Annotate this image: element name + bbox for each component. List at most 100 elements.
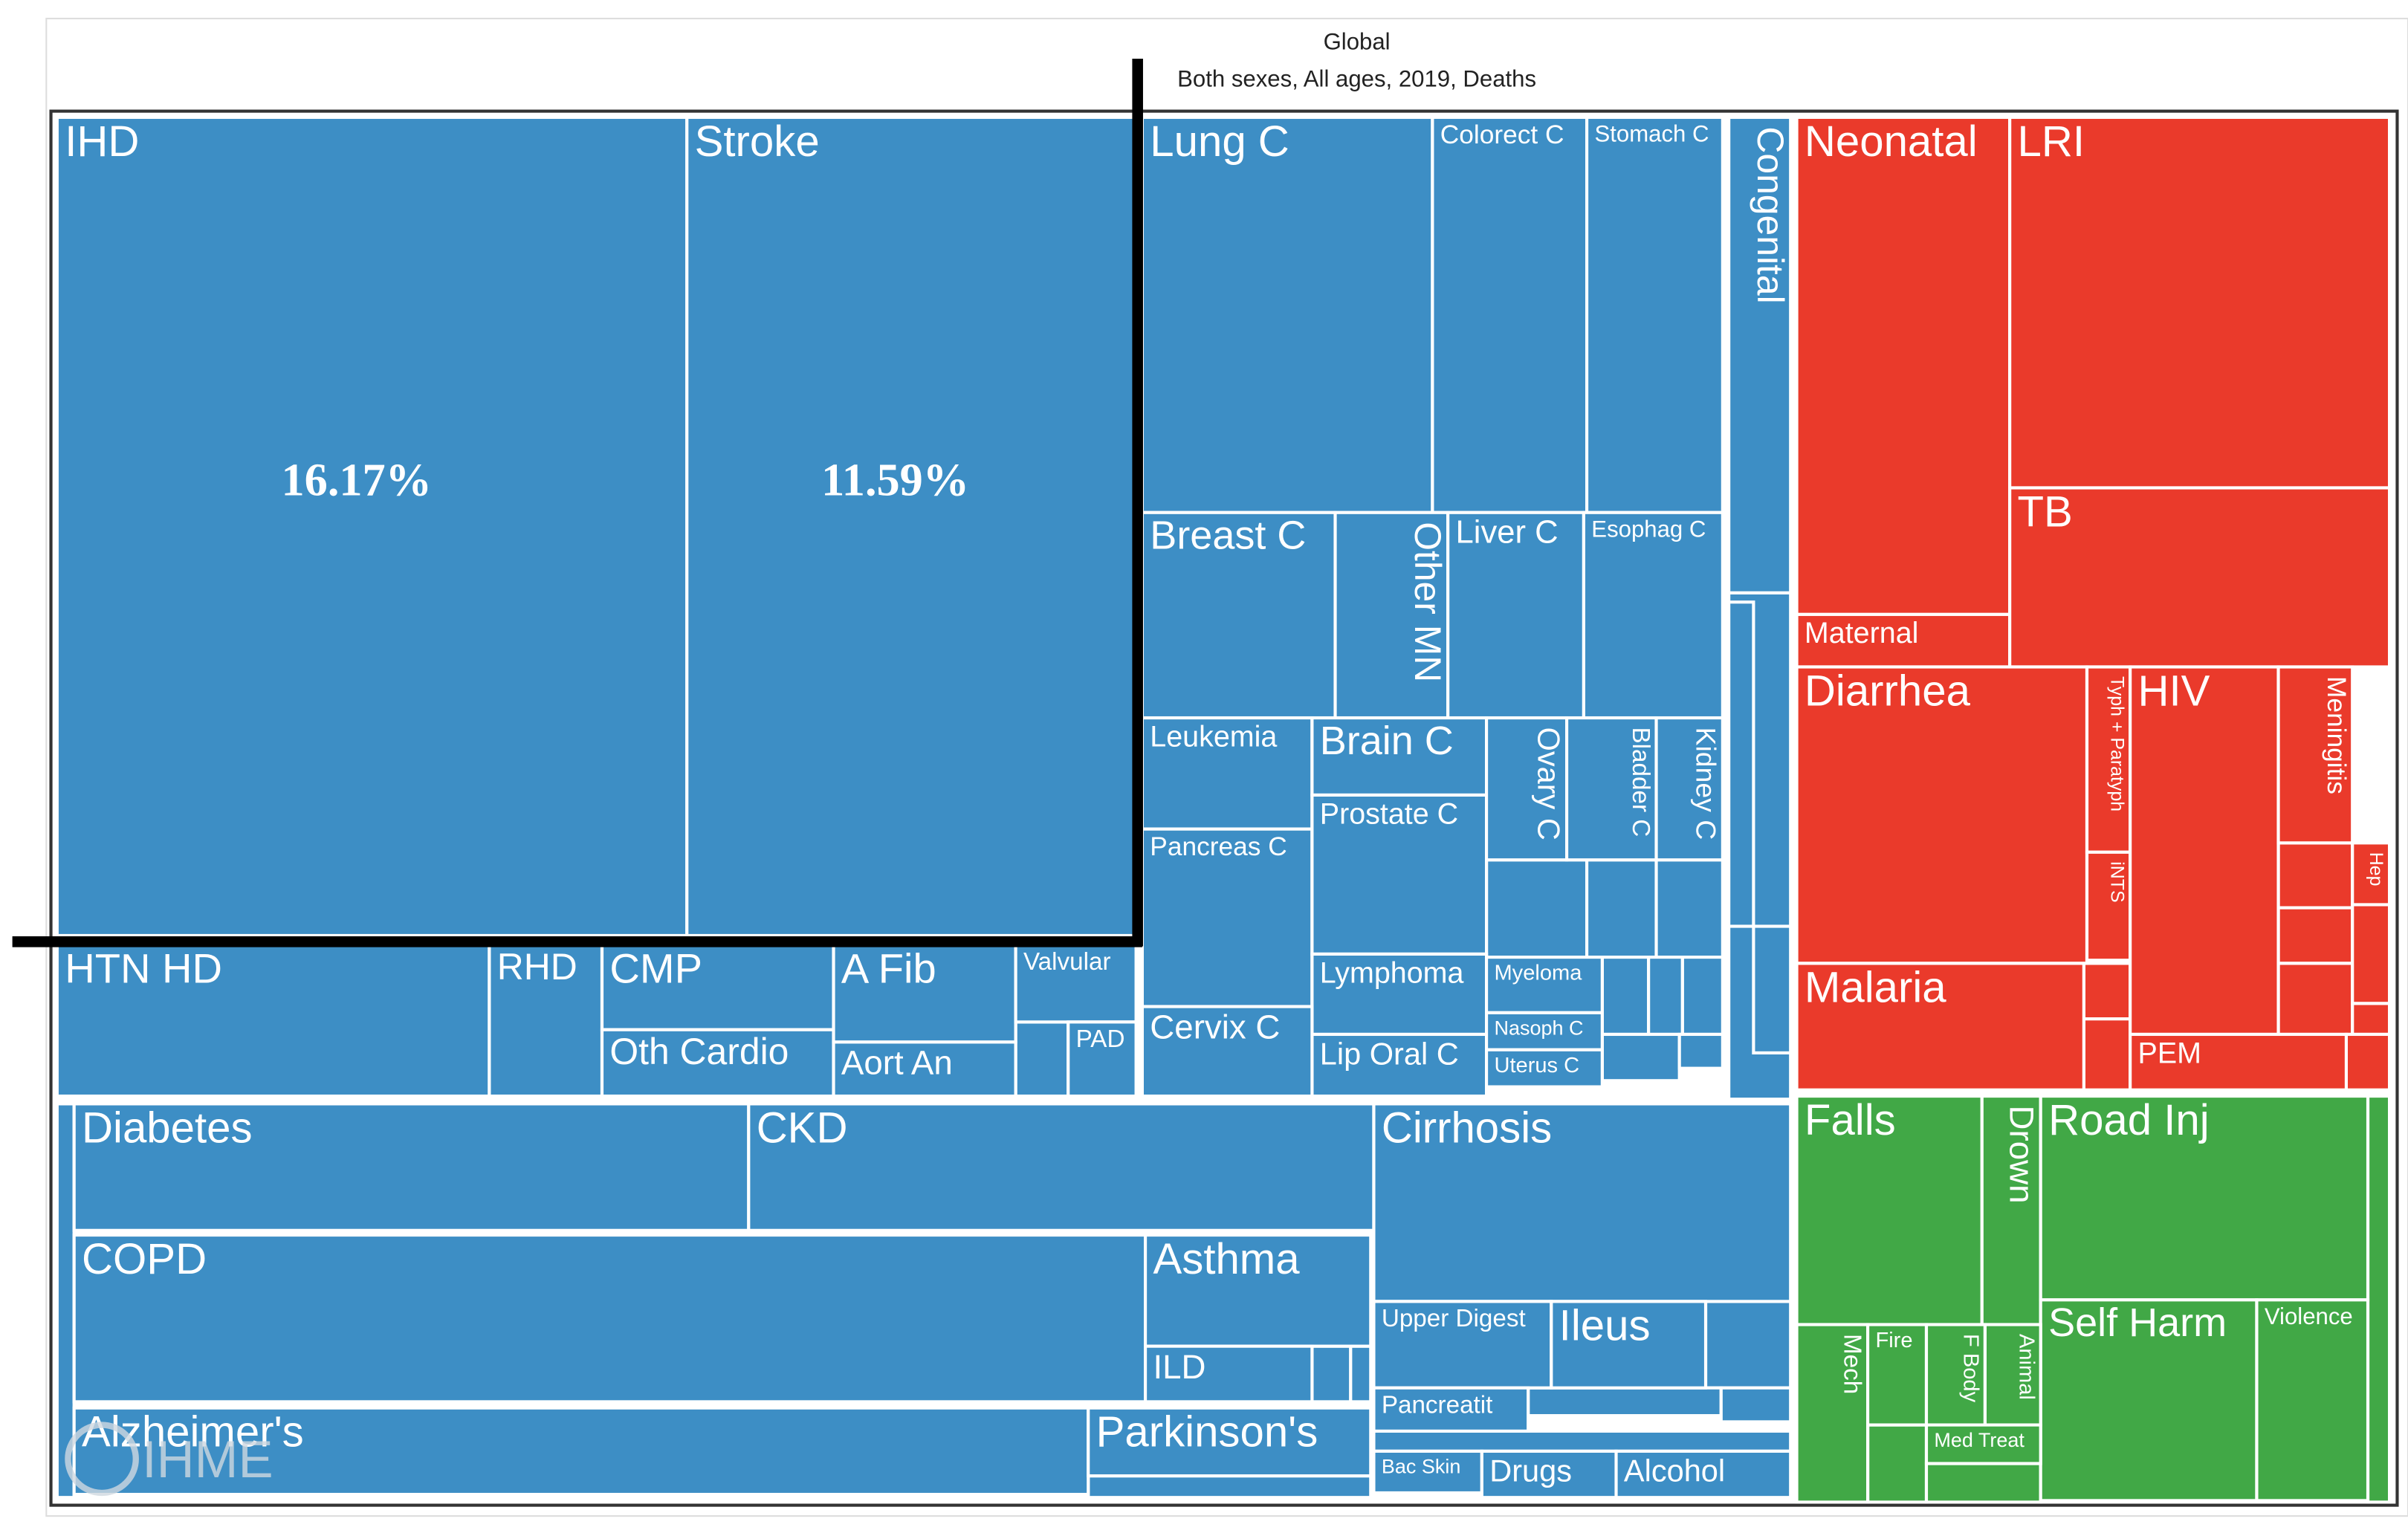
filler-cell <box>2351 903 2392 1005</box>
cell-label: RHD <box>497 946 577 988</box>
cell-label: Ovary C <box>1531 727 1566 840</box>
cell <box>1485 955 1604 1014</box>
cell-label: TB <box>2018 487 2073 536</box>
filler-cell <box>1087 1474 1373 1500</box>
cells: IHD 16.17% Stroke 11.59% Lung C Colorect C Sto… <box>55 115 2392 1504</box>
filler-cell <box>2276 906 2354 965</box>
chart-title: Global <box>1324 28 1391 54</box>
cell-label: LRI <box>2018 117 2085 166</box>
filler-cell <box>1719 1386 1793 1424</box>
cell <box>2008 486 2392 669</box>
cell <box>1582 511 1724 720</box>
cell-label: Cirrhosis <box>1382 1103 1552 1152</box>
cell-label: Malaria <box>1805 963 1946 1011</box>
filler-cell <box>1585 858 1658 959</box>
cell-label: ILD <box>1153 1348 1205 1386</box>
filler-cell <box>1527 1386 1723 1418</box>
filler-cell <box>2344 1032 2392 1092</box>
filler-cell <box>1677 1032 1724 1070</box>
cell-label: Hep <box>2366 852 2386 887</box>
cell <box>1140 716 1314 831</box>
cell-label: Oth Cardio <box>609 1031 789 1072</box>
cell <box>2008 115 2392 490</box>
cell <box>1333 511 1450 720</box>
cell-label: Other MN <box>1407 522 1449 682</box>
cell <box>1140 827 1314 1008</box>
filler-cell <box>1600 955 1651 1037</box>
cell <box>2129 1032 2349 1092</box>
cell <box>488 943 604 1098</box>
cell-label: Breast C <box>1150 513 1306 558</box>
filler-cell <box>1372 1429 1793 1453</box>
cell-label: Congenital <box>1750 126 1791 303</box>
cell <box>1585 115 1724 514</box>
cell-label: Cervix C <box>1150 1008 1280 1046</box>
cell <box>1140 511 1337 720</box>
value-label: 16.17% <box>282 455 432 506</box>
cell <box>1795 1323 1870 1504</box>
cell-label: Pancreas C <box>1150 832 1286 861</box>
cell-label: Myeloma <box>1494 961 1582 985</box>
cell <box>2129 665 2280 1037</box>
cell <box>832 943 1017 1044</box>
cell <box>1372 1386 1530 1433</box>
cell <box>1795 1094 1984 1326</box>
cell <box>1485 716 1569 862</box>
cell-label: Parkinson's <box>1096 1408 1318 1456</box>
cell-label: Diabetes <box>82 1103 252 1152</box>
cell <box>1980 1094 2042 1326</box>
cell-label: Asthma <box>1153 1235 1300 1283</box>
cell <box>1727 115 1793 594</box>
cell <box>1140 115 1434 514</box>
cell <box>1310 952 1489 1037</box>
cell <box>832 1040 1017 1098</box>
annotation: IHME <box>12 58 1143 1497</box>
cell-label: Prostate C <box>1320 797 1458 830</box>
cell <box>747 1102 1376 1232</box>
cell <box>1795 665 2089 965</box>
filler-cell <box>2351 1002 2392 1037</box>
cell-label: Ileus <box>1559 1301 1651 1349</box>
filler-cell <box>1703 1300 1793 1390</box>
cell <box>1795 115 2012 616</box>
cell-label: Brain C <box>1320 719 1454 763</box>
cell <box>2039 1298 2259 1503</box>
cell-label: IHD <box>65 117 139 166</box>
cell-label: Self Harm <box>2048 1300 2227 1345</box>
cell-label: Typh + Paratyph <box>2106 676 2127 811</box>
cell <box>1485 1048 1604 1089</box>
cell <box>1431 115 1589 514</box>
cell <box>1924 1423 2042 1465</box>
cell-label: Valvular <box>1023 948 1111 976</box>
cell-label: Road Inj <box>2048 1096 2210 1144</box>
cell <box>1983 1323 2042 1427</box>
cell <box>1795 962 2085 1092</box>
cell <box>2039 1094 2370 1302</box>
cell-label: Esophag C <box>1591 516 1706 542</box>
cell-label: Bac Skin <box>1382 1455 1461 1477</box>
cell-label: Kidney C <box>1690 727 1721 840</box>
cell-label: Falls <box>1805 1096 1896 1144</box>
cell-label: HTN HD <box>65 945 222 992</box>
cell <box>1310 793 1489 956</box>
cell-label: Maternal <box>1805 617 1918 649</box>
filler-cell <box>1310 1344 1353 1404</box>
filler-cell <box>2082 1017 2132 1092</box>
cell-label: Aort An <box>841 1044 953 1082</box>
cell-label: Med Treat <box>1934 1429 2025 1451</box>
filler-cell <box>2276 841 2354 910</box>
cell-label: Colorect C <box>1440 120 1564 149</box>
cell-label: Lung C <box>1150 117 1289 166</box>
cell-label: Bladder C <box>1627 727 1654 837</box>
filler-cell <box>1680 955 1724 1037</box>
filler-cell <box>2366 1094 2392 1504</box>
cell <box>685 115 1136 938</box>
cell <box>55 115 689 938</box>
cell <box>1372 1102 1793 1303</box>
cell-label: PAD <box>1076 1025 1125 1053</box>
cell-label: Liver C <box>1456 515 1559 551</box>
cell <box>1087 1406 1373 1478</box>
cell <box>1866 1323 1929 1427</box>
cell-label: Stroke <box>695 117 820 166</box>
